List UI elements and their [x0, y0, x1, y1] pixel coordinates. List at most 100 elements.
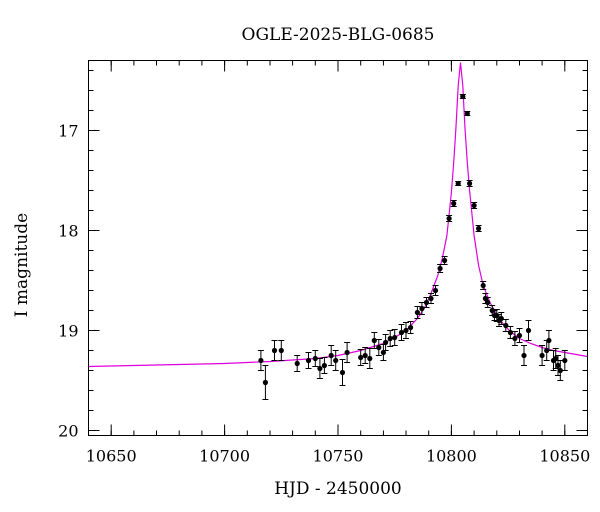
data-point [475, 225, 482, 232]
data-point [321, 357, 328, 374]
data-point [262, 365, 269, 400]
data-point [423, 297, 430, 308]
data-point [414, 306, 421, 319]
data-point [387, 330, 394, 347]
plot-frame [88, 60, 588, 436]
point-marker [371, 337, 377, 344]
x-tick-label: 10750 [313, 447, 364, 466]
point-marker [392, 334, 398, 341]
point-marker [512, 335, 518, 342]
model-curve [88, 62, 588, 368]
data-point [403, 322, 409, 339]
point-marker [480, 282, 486, 289]
point-marker [562, 357, 568, 364]
point-marker [446, 215, 452, 222]
point-marker [525, 327, 532, 334]
data-point [382, 334, 389, 351]
data-point [271, 340, 278, 361]
x-tick-label: 10850 [539, 447, 590, 466]
points-layer [257, 93, 568, 400]
data-point [471, 202, 478, 209]
y-tick-label: 17 [58, 122, 78, 141]
model-layer [88, 62, 588, 368]
point-marker [557, 367, 563, 374]
point-marker [271, 347, 278, 354]
point-marker [503, 322, 509, 329]
point-marker [380, 349, 386, 356]
point-marker [358, 354, 364, 361]
data-point [380, 344, 387, 361]
data-point [561, 350, 568, 371]
point-marker [455, 180, 461, 187]
data-point [502, 319, 509, 332]
point-marker [278, 347, 284, 354]
point-marker [258, 357, 264, 364]
point-marker [312, 355, 318, 362]
data-point [521, 345, 527, 366]
point-marker [555, 362, 561, 369]
point-marker [408, 324, 414, 331]
chart-title: OGLE-2025-BLG-0685 [242, 25, 435, 45]
point-marker [344, 349, 350, 356]
data-point [555, 355, 561, 376]
point-marker [464, 110, 470, 117]
point-marker [305, 357, 312, 364]
point-marker [362, 352, 368, 359]
point-marker [328, 352, 334, 359]
x-axis-label: HJD - 2450000 [274, 479, 402, 499]
point-marker [485, 299, 491, 306]
point-marker [432, 287, 439, 294]
data-point [437, 264, 444, 273]
data-point [312, 350, 319, 367]
data-point [466, 180, 473, 187]
point-marker [262, 379, 268, 386]
data-point [516, 328, 523, 343]
point-marker [294, 360, 300, 367]
data-point [332, 350, 339, 371]
data-point [432, 285, 439, 296]
point-marker [546, 337, 552, 344]
data-point [339, 359, 346, 386]
axis-ticks [88, 60, 588, 436]
point-marker [507, 329, 513, 336]
data-point [464, 110, 471, 117]
point-marker [553, 355, 559, 362]
point-marker [521, 352, 527, 359]
data-point [294, 355, 301, 372]
point-marker [367, 355, 373, 362]
point-marker [333, 357, 339, 364]
data-point [498, 312, 505, 325]
x-tick-label: 10650 [86, 447, 137, 466]
data-point [398, 324, 405, 341]
data-point [480, 281, 487, 290]
y-tick-label: 18 [58, 222, 78, 241]
data-point [511, 331, 518, 346]
data-point [539, 345, 546, 366]
data-point [278, 340, 285, 361]
data-point [441, 256, 448, 265]
data-point [366, 348, 373, 369]
point-marker [419, 305, 425, 312]
data-point [391, 329, 398, 346]
data-point [257, 350, 264, 371]
data-point [450, 200, 457, 207]
y-tick-label: 20 [58, 422, 78, 441]
point-marker [539, 352, 545, 359]
point-marker [460, 93, 466, 100]
data-point [484, 297, 491, 308]
point-marker [428, 295, 434, 302]
data-point [375, 339, 382, 356]
data-point [328, 345, 335, 366]
point-marker [437, 265, 443, 272]
data-point [459, 93, 466, 100]
point-marker [403, 327, 409, 334]
point-marker [387, 335, 393, 342]
data-point [507, 326, 514, 339]
tick-labels: 10650 10700 10750 10800 10850 17 18 19 20 [58, 122, 590, 466]
y-tick-label: 19 [58, 322, 78, 341]
plot-area [88, 62, 588, 400]
data-point [371, 332, 378, 349]
data-point [446, 215, 453, 222]
point-marker [476, 225, 482, 232]
